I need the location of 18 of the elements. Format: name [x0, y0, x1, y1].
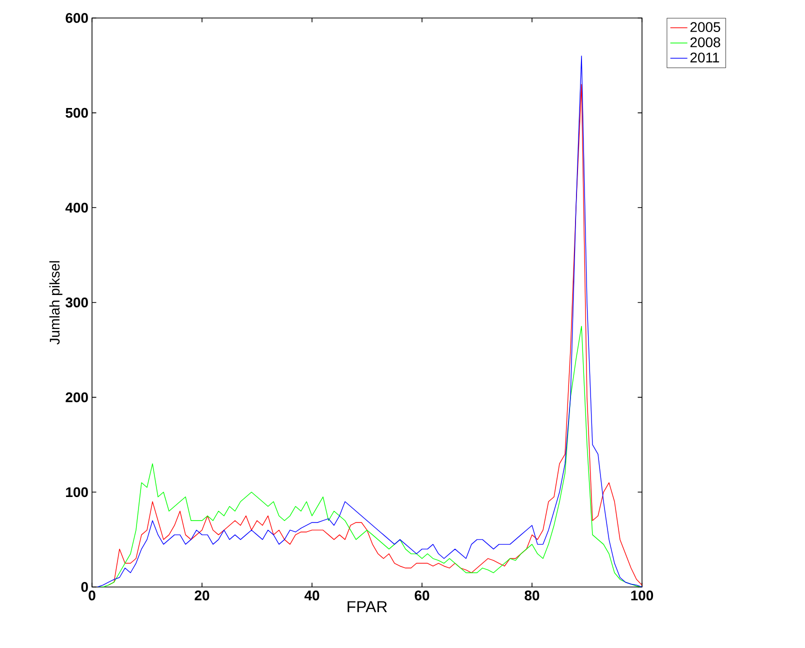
y-tick-label: 600: [66, 13, 88, 23]
y-tick-label: 400: [65, 202, 88, 213]
y-tick-label: 0: [81, 582, 88, 592]
y-tick-label: 300: [66, 298, 88, 308]
x-axis-title: FPAR: [348, 601, 387, 612]
y-tick-label: 200: [66, 392, 88, 402]
x-tick-label: 100: [631, 590, 654, 600]
y-tick-label: 500: [66, 108, 88, 118]
x-tick-label: 40: [304, 590, 320, 600]
x-tick-label: 0: [88, 590, 96, 600]
legend-label: 2008: [690, 37, 720, 48]
legend-label: 2011: [690, 52, 720, 62]
x-tick-label: 60: [414, 590, 430, 600]
x-tick-label: 20: [194, 590, 210, 600]
legend-label: 2005: [690, 22, 720, 32]
y-tick-label: 100: [66, 487, 88, 498]
x-tick-label: 80: [524, 590, 540, 600]
y-axis-title: Jumlah piksel: [49, 261, 62, 345]
